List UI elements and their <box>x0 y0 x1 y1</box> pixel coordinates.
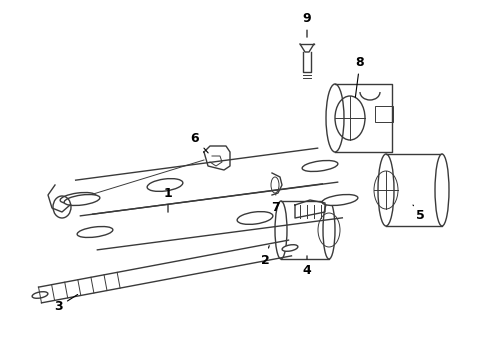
Text: 2: 2 <box>261 246 270 266</box>
Text: 5: 5 <box>413 205 424 221</box>
Text: 4: 4 <box>303 256 311 278</box>
Ellipse shape <box>77 226 113 238</box>
Text: 7: 7 <box>270 195 279 213</box>
Ellipse shape <box>282 245 298 251</box>
Ellipse shape <box>32 292 48 298</box>
Text: 8: 8 <box>355 55 364 97</box>
Bar <box>375 106 393 122</box>
Ellipse shape <box>322 194 358 206</box>
Ellipse shape <box>64 194 100 206</box>
Ellipse shape <box>323 201 335 259</box>
Ellipse shape <box>60 193 96 203</box>
Ellipse shape <box>435 154 449 226</box>
Text: 1: 1 <box>164 186 172 212</box>
Text: 3: 3 <box>54 294 77 314</box>
Text: 9: 9 <box>303 12 311 37</box>
Ellipse shape <box>302 161 338 171</box>
Text: 6: 6 <box>191 131 208 153</box>
